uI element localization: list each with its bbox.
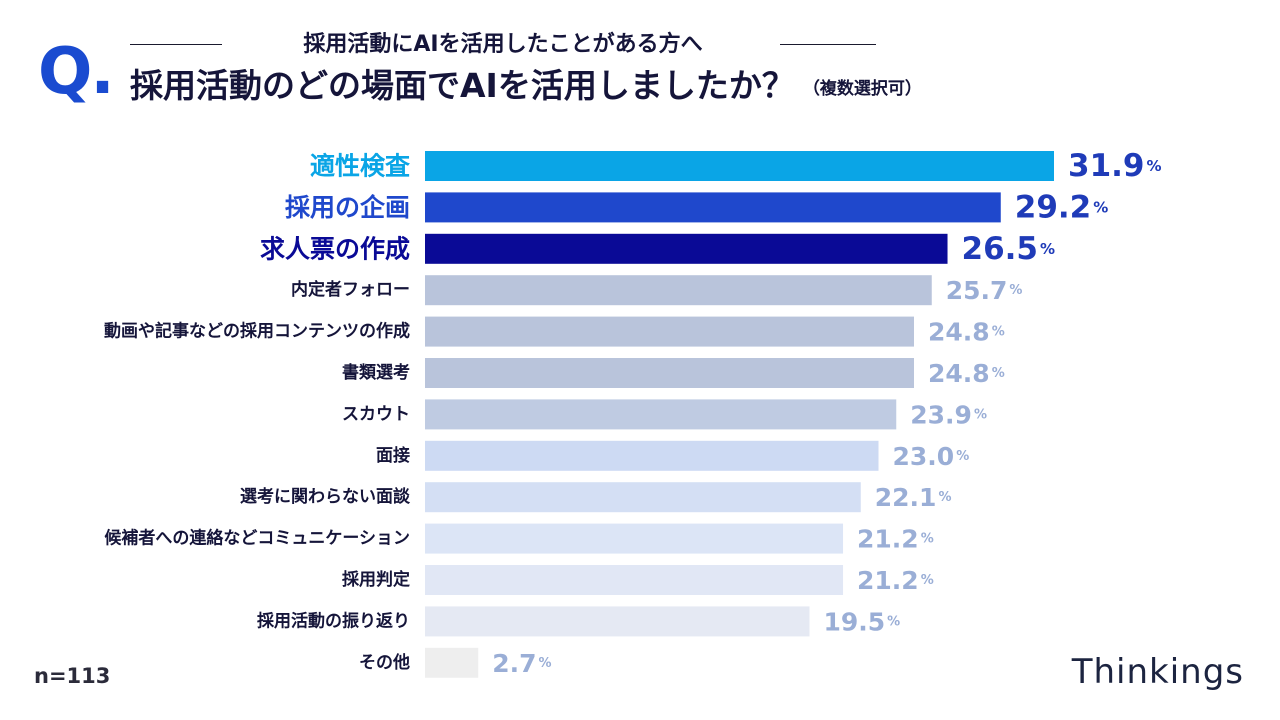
bar-11 — [425, 565, 844, 595]
bar-3 — [425, 233, 948, 264]
value-label-2: 29.2% — [1015, 189, 1109, 225]
category-label-4: 内定者フォロー — [291, 279, 410, 300]
bar-8 — [425, 440, 879, 471]
bar-13 — [425, 647, 479, 678]
category-label-13: その他 — [359, 652, 410, 673]
bar-10 — [425, 523, 844, 554]
value-label-12: 19.5% — [823, 607, 900, 636]
value-label-9: 22.1% — [875, 483, 952, 512]
title-note: （複数選択可） — [802, 79, 922, 99]
bar-1 — [425, 151, 1054, 181]
bar-7 — [425, 399, 897, 430]
subtitle: 採用活動にAIを活用したことがある方へ — [303, 32, 703, 57]
category-label-3: 求人票の作成 — [260, 234, 410, 263]
value-label-7: 23.9% — [910, 400, 987, 429]
value-label-6: 24.8% — [928, 359, 1005, 388]
value-label-8: 23.0% — [893, 441, 970, 470]
bar-5 — [425, 316, 915, 347]
subtitle-rule-left — [130, 44, 222, 45]
category-label-8: 面接 — [376, 445, 410, 466]
value-label-3: 26.5% — [962, 231, 1056, 267]
category-label-2: 採用の企画 — [285, 193, 410, 222]
title-text: 採用活動のどの場面でAIを活用しましたか？ — [130, 66, 795, 105]
category-label-12: 採用活動の振り返り — [257, 610, 410, 631]
category-label-1: 適性検査 — [310, 152, 410, 181]
subtitle-block: 採用活動にAIを活用したことがある方へ — [130, 30, 876, 60]
category-label-11: 採用判定 — [342, 569, 410, 590]
value-label-1: 31.9% — [1068, 148, 1162, 184]
category-label-9: 選考に関わらない面談 — [240, 486, 411, 507]
value-label-13: 2.7% — [492, 648, 551, 677]
subtitle-rule-right — [780, 44, 876, 45]
bar-9 — [425, 482, 861, 513]
value-label-5: 24.8% — [928, 317, 1005, 346]
question-mark-label: Q. — [38, 35, 115, 109]
category-label-10: 候補者への連絡などコミュニケーション — [104, 528, 410, 549]
category-label-7: スカウト — [342, 404, 410, 424]
value-label-4: 25.7% — [946, 276, 1023, 305]
bar-6 — [425, 358, 915, 388]
category-label-6: 書類選考 — [342, 362, 410, 383]
sample-size: n=113 — [34, 664, 111, 688]
value-label-10: 21.2% — [857, 524, 934, 553]
value-label-11: 21.2% — [857, 566, 934, 595]
page-title: 採用活動のどの場面でAIを活用しましたか？ （複数選択可） — [130, 64, 922, 111]
brand-logo: Thinkings — [1071, 652, 1244, 692]
category-label-5: 動画や記事などの採用コンテンツの作成 — [104, 321, 410, 342]
bar-4 — [425, 275, 932, 306]
bar-12 — [425, 606, 810, 637]
bar-2 — [425, 192, 1001, 223]
